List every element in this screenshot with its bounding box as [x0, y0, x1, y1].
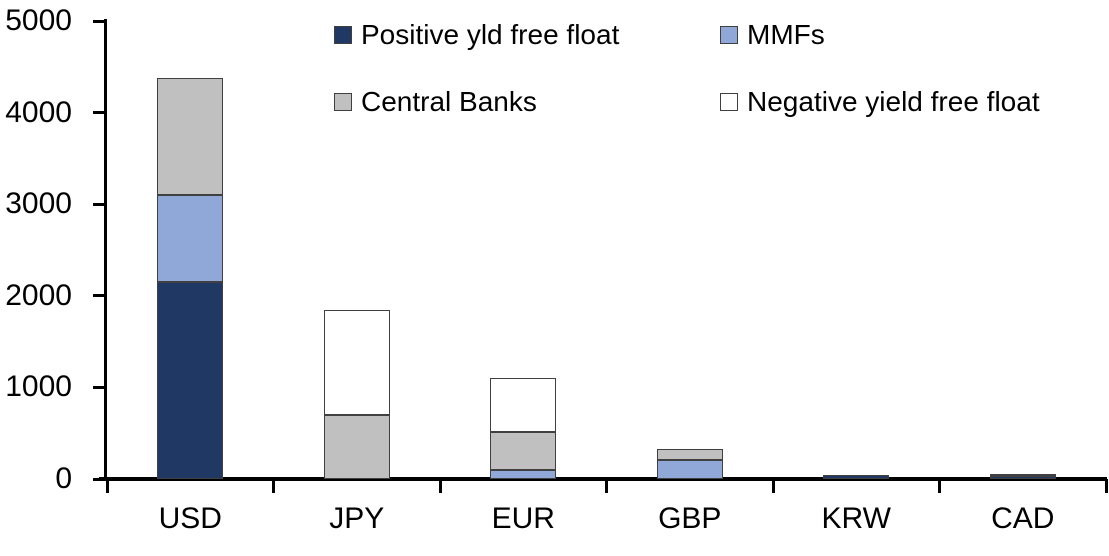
y-axis-tick: [93, 19, 107, 23]
bar-gbp: [656, 448, 723, 479]
bar-cad: [989, 473, 1056, 479]
x-axis-tick: [438, 479, 442, 493]
legend-label: MMFs: [747, 19, 825, 50]
y-axis-tick: [93, 477, 107, 481]
bar-segment-eur: [490, 469, 557, 479]
bar-jpy: [323, 310, 390, 479]
bar-segment-gbp: [656, 459, 723, 479]
legend-swatch-mmfs-icon: [720, 26, 738, 44]
y-axis-tick-label: 3000: [5, 187, 72, 221]
x-axis-tick: [105, 479, 109, 493]
legend-item-central-banks: Central Banks: [334, 86, 537, 118]
y-axis-tick-label: 2000: [5, 278, 72, 312]
bar-krw: [823, 475, 890, 479]
legend-swatch-central-banks-icon: [334, 93, 352, 111]
bar-segment-cad: [989, 476, 1056, 479]
legend-item-negative-yield-free-float: Negative yield free float: [720, 86, 1040, 118]
y-axis-tick-label: 4000: [5, 95, 72, 129]
bar-segment-cad: [989, 473, 1056, 477]
y-axis-tick: [93, 385, 107, 389]
y-axis-tick-label: 5000: [5, 4, 72, 37]
bar-eur: [490, 378, 557, 479]
x-axis-tick: [272, 479, 275, 493]
bar-segment-krw: [823, 475, 890, 479]
legend-label: Central Banks: [361, 86, 537, 117]
bar-segment-jpy: [323, 414, 390, 479]
legend-label: Negative yield free float: [747, 86, 1040, 117]
x-axis-tick: [938, 479, 941, 493]
x-axis-tick: [771, 479, 775, 493]
legend-item-mmfs: MMFs: [720, 19, 825, 51]
x-axis-tick: [1104, 479, 1108, 493]
bar-segment-eur: [490, 378, 557, 433]
y-axis-line: [104, 19, 107, 481]
legend-swatch-negative-yield-icon: [720, 93, 738, 111]
y-axis-tick-label: 0: [55, 462, 72, 495]
bar-segment-eur: [490, 432, 557, 470]
bar-segment-usd: [157, 195, 224, 283]
x-axis-label-jpy: JPY: [329, 502, 385, 535]
legend-swatch-positive-yld-icon: [334, 26, 352, 44]
bar-segment-usd: [157, 282, 224, 479]
x-axis-tick: [605, 479, 608, 493]
bar-segment-jpy: [323, 310, 390, 415]
legend-label: Positive yld free float: [361, 19, 620, 50]
bar-segment-usd: [157, 77, 224, 196]
x-axis-label-eur: EUR: [491, 502, 555, 535]
x-axis-label-usd: USD: [158, 502, 222, 535]
x-axis-label-krw: KRW: [821, 502, 891, 535]
legend-item-positive-yld-free-float: Positive yld free float: [334, 19, 619, 51]
y-axis-tick: [93, 111, 107, 115]
x-axis-label-cad: CAD: [991, 502, 1055, 535]
bar-segment-gbp: [656, 448, 723, 460]
y-axis-tick: [93, 294, 107, 298]
y-axis-tick: [93, 202, 107, 206]
y-axis-tick-label: 1000: [5, 370, 72, 404]
x-axis-line: [99, 477, 1107, 481]
x-axis-label-gbp: GBP: [658, 502, 722, 535]
bar-usd: [157, 77, 224, 479]
